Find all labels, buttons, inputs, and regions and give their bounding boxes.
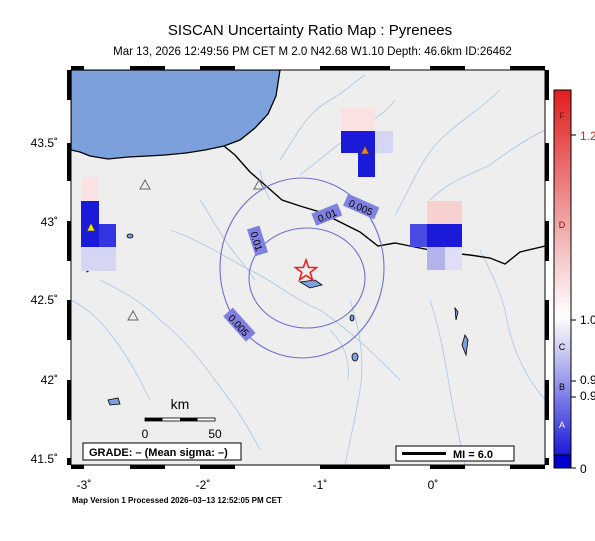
scale-bar-max: 50 <box>208 427 222 441</box>
lat-tick: 42˚ <box>41 373 58 387</box>
colorbar-value: 0.9 <box>580 373 595 387</box>
scale-bar-title: km <box>171 396 190 412</box>
lat-axis: 43.5˚ 43˚ 42.5˚ 42˚ 41.5˚ <box>31 136 58 466</box>
grade-letter: F <box>559 111 565 121</box>
lon-tick: -3˚ <box>77 478 92 492</box>
mi-text: MI = 6.0 <box>453 449 493 461</box>
scale-bar: km 0 50 <box>142 396 222 441</box>
scale-bar-min: 0 <box>142 427 149 441</box>
colorbar-value: 0 <box>580 462 587 476</box>
lon-tick: -2˚ <box>196 478 211 492</box>
grade-text: GRADE: – (Mean sigma: –) <box>89 447 228 459</box>
lon-tick: -1˚ <box>313 478 328 492</box>
lon-axis: -3˚ -2˚ -1˚ 0˚ <box>77 478 439 492</box>
colorbar: F D C B A 1.2 1.0 0.9 0.9 0 <box>553 89 595 476</box>
colorbar-value: 0.9 <box>580 389 595 403</box>
contour-0.005 <box>219 177 385 359</box>
station-marker-orange <box>360 145 370 155</box>
lat-tick: 43.5˚ <box>31 136 58 150</box>
rivers <box>71 74 545 465</box>
grade-letter: C <box>559 342 566 352</box>
lat-tick: 42.5˚ <box>31 293 58 307</box>
map-title: SISCAN Uncertainty Ratio Map : Pyrenees <box>167 22 453 39</box>
stations <box>86 145 370 321</box>
grade-letter: A <box>559 420 565 430</box>
station-marker-yellow <box>86 222 96 232</box>
mi-box: MI = 6.0 <box>395 445 515 462</box>
grade-letter: D <box>559 220 566 230</box>
map-canvas: 0.01 0.01 0.005 0.005 km 0 50 <box>71 70 545 465</box>
station-marker <box>139 178 151 190</box>
lat-tick: 43˚ <box>41 215 58 229</box>
lat-tick: 41.5˚ <box>31 452 58 466</box>
reservoirs <box>85 233 469 406</box>
colorbar-value: 1.0 <box>580 313 595 327</box>
grade-letter: B <box>559 382 565 392</box>
lon-tick: 0˚ <box>428 478 439 492</box>
france-spain-border <box>223 145 545 265</box>
contour-0.01 <box>248 227 366 329</box>
grade-box: GRADE: – (Mean sigma: –) <box>82 442 242 461</box>
uncertainty-cells <box>81 108 462 271</box>
station-marker <box>127 309 139 321</box>
colorbar-value: 1.2 <box>580 129 595 143</box>
map-frame <box>67 66 549 469</box>
contours <box>219 177 385 359</box>
map-version-footer: Map Version 1 Processed 2026–03–13 12:52… <box>72 496 282 505</box>
station-marker <box>253 178 265 190</box>
event-info: Mar 13, 2026 12:49:56 PM CET M 2.0 N42.6… <box>113 46 512 58</box>
epicenter-star <box>293 257 319 282</box>
sea-bay-of-biscay <box>71 70 281 160</box>
